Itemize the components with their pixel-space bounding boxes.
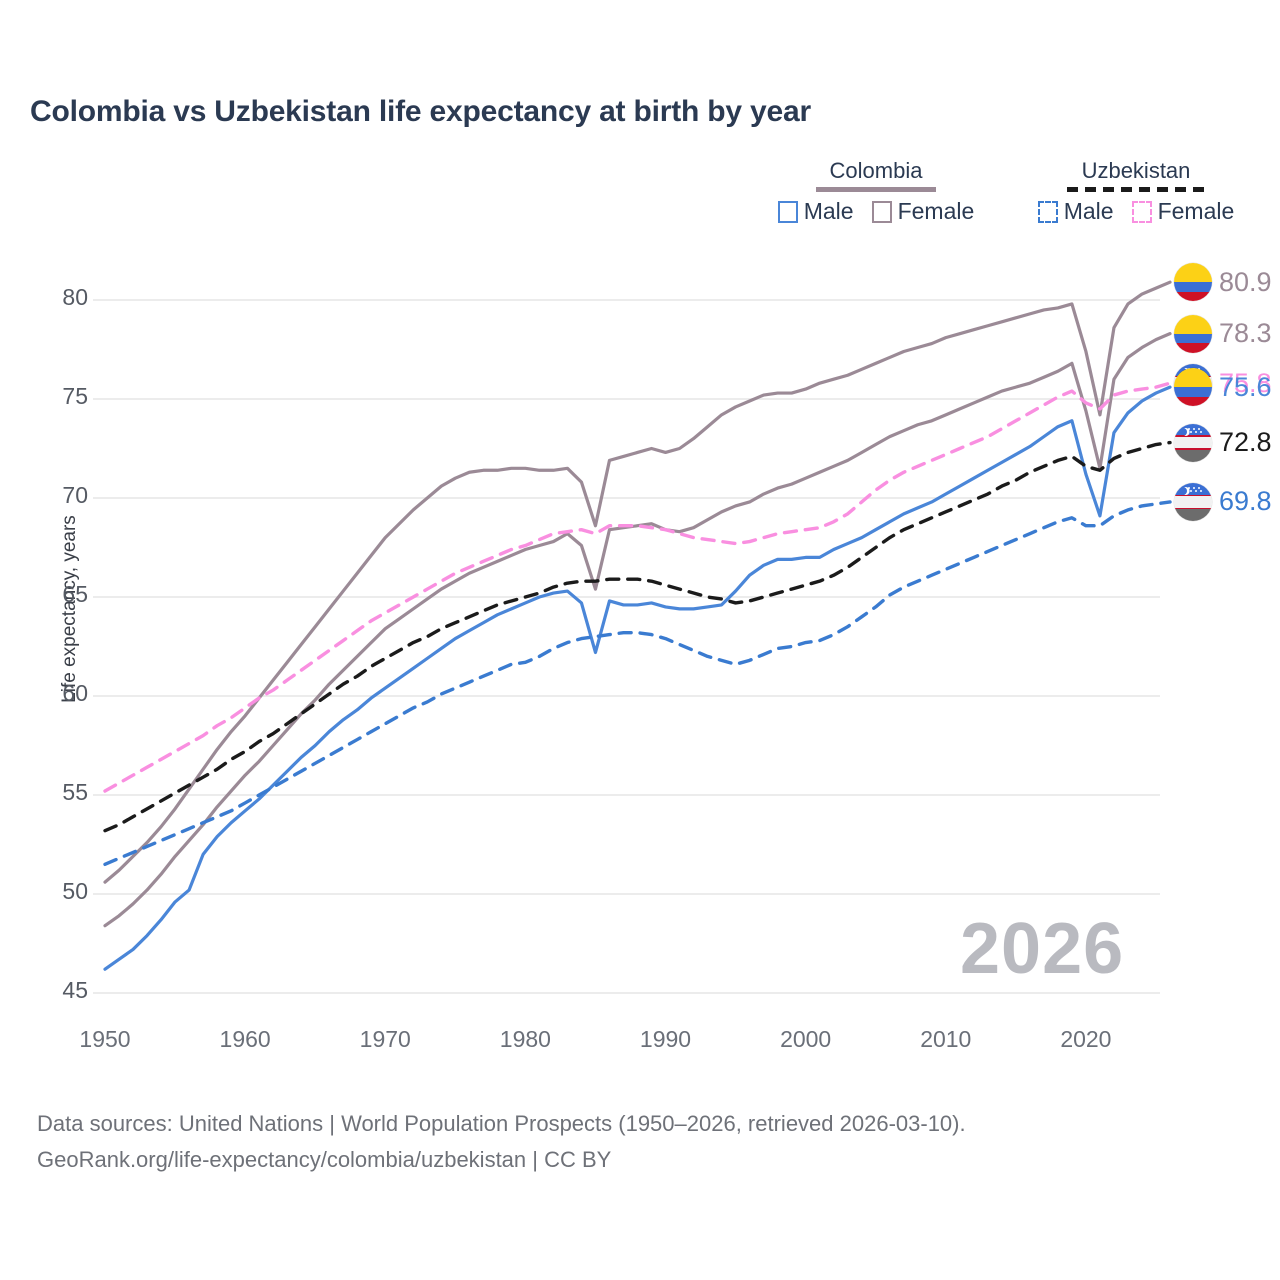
uzbekistan-flag-icon xyxy=(1174,482,1212,521)
y-axis-tick-label: 55 xyxy=(62,779,88,805)
y-axis-tick-label: 45 xyxy=(62,977,88,1003)
series-end-label: 75.6 xyxy=(1174,368,1272,407)
series-end-value: 75.6 xyxy=(1219,371,1272,402)
legend-group-uzbekistan: Uzbekistan Male Female xyxy=(1012,158,1260,225)
x-axis-tick-label: 1950 xyxy=(79,1026,131,1052)
series-end-label: 78.3 xyxy=(1174,314,1272,353)
legend-group-title: Uzbekistan xyxy=(1081,158,1191,183)
series-line-colombia-total xyxy=(103,332,1172,928)
footer-attribution: GeoRank.org/life-expectancy/colombia/uzb… xyxy=(37,1147,612,1173)
line-swatch-dashed-blue-icon xyxy=(1037,200,1058,223)
x-axis-tick-label: 1960 xyxy=(219,1026,271,1052)
legend-group-rule-dashed xyxy=(1067,187,1205,192)
y-axis-tick-label: 75 xyxy=(62,383,88,409)
series-end-value: 75.8 xyxy=(1219,367,1272,398)
y-axis-tick-label: 80 xyxy=(62,284,88,310)
line-swatch-solid-mauve-icon xyxy=(871,200,892,223)
legend-group-colombia: Colombia Male Female xyxy=(760,158,992,225)
series-end-value: 69.8 xyxy=(1219,486,1272,517)
series-end-value: 72.8 xyxy=(1219,427,1272,458)
series-end-label: 72.8 xyxy=(1174,423,1272,462)
colombia-flag-icon xyxy=(1174,368,1212,407)
series-end-value: 80.9 xyxy=(1219,266,1272,297)
x-axis-tick-label: 1980 xyxy=(499,1026,551,1052)
legend-group-title: Colombia xyxy=(829,158,923,183)
series-line-uzbekistan-male xyxy=(103,500,1172,866)
x-axis-tick-label: 1990 xyxy=(639,1026,692,1052)
legend-item-label: Male xyxy=(803,198,854,224)
colombia-flag-icon xyxy=(1174,263,1212,302)
legend-item-colombia-male[interactable]: Male xyxy=(777,198,854,225)
series-end-value: 78.3 xyxy=(1219,318,1272,349)
legend-item-label: Female xyxy=(1157,198,1235,224)
series-end-label: 69.8 xyxy=(1174,482,1272,521)
legend-item-label: Male xyxy=(1063,198,1114,224)
legend-item-uzbekistan-female[interactable]: Female xyxy=(1131,198,1235,225)
legend-item-label: Female xyxy=(897,198,975,224)
y-axis-tick-label: 50 xyxy=(62,878,88,904)
chart-footer: Data sources: United Nations | World Pop… xyxy=(37,1106,1237,1179)
footer-data-sources: Data sources: United Nations | World Pop… xyxy=(37,1111,966,1136)
page-title: Colombia vs Uzbekistan life expectancy a… xyxy=(30,95,811,128)
chart-legend: Colombia Male Female Uzbekistan Male Fem… xyxy=(760,158,1260,244)
year-watermark: 2026 xyxy=(960,909,1125,989)
series-end-label: 80.9 xyxy=(1174,263,1272,302)
x-axis-tick-label: 2020 xyxy=(1060,1026,1112,1052)
series-line-colombia-male xyxy=(103,385,1172,971)
y-axis-tick-label: 65 xyxy=(62,581,88,607)
y-axis-tick-label: 70 xyxy=(62,482,88,508)
legend-item-uzbekistan-male[interactable]: Male xyxy=(1037,198,1114,225)
uzbekistan-flag-icon xyxy=(1174,423,1212,462)
legend-group-rule-solid xyxy=(816,187,936,192)
line-swatch-dashed-pink-icon xyxy=(1131,200,1152,223)
x-axis-tick-label: 2010 xyxy=(920,1026,972,1052)
x-axis-tick-label: 2000 xyxy=(780,1026,832,1052)
line-swatch-solid-blue-icon xyxy=(777,200,798,223)
series-line-uzbekistan-total xyxy=(103,440,1172,833)
series-line-uzbekistan-female xyxy=(103,381,1172,793)
series-line-colombia-female xyxy=(103,280,1172,884)
colombia-flag-icon xyxy=(1174,314,1212,353)
x-axis-tick-label: 1970 xyxy=(359,1026,411,1052)
y-axis-tick-label: 60 xyxy=(62,680,88,706)
legend-item-colombia-female[interactable]: Female xyxy=(871,198,975,225)
